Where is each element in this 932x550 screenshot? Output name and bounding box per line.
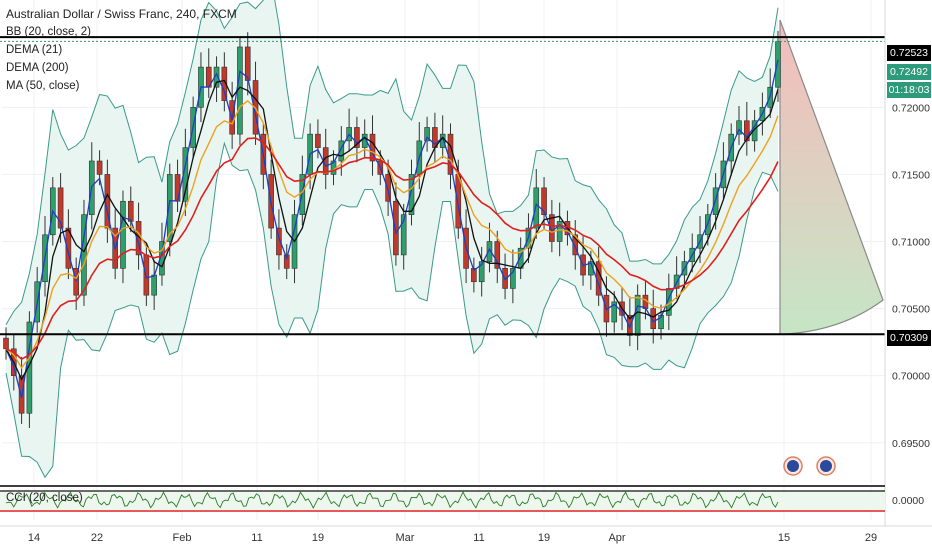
- indicator-dema-21[interactable]: DEMA (21): [6, 44, 63, 56]
- candle-body: [159, 241, 165, 276]
- candle-body: [221, 66, 228, 101]
- date-tick-label: 11: [251, 532, 262, 544]
- chart-legend: Australian Dollar / Swiss Franc, 240, FX…: [6, 5, 237, 95]
- candle-body: [151, 274, 157, 296]
- cci-legend[interactable]: CCI (20, close): [6, 492, 83, 504]
- date-tick-label: Apr: [608, 532, 625, 544]
- price-tick-label: 0.72000: [892, 102, 930, 114]
- candle-body: [65, 227, 72, 269]
- ma-50-line: [5, 100, 779, 370]
- indicator-lines: [5, 59, 779, 398]
- candle-body: [400, 214, 407, 256]
- forecast-cone: [779, 19, 884, 335]
- cci-line: [5, 491, 779, 509]
- price-axis: 0.72000 0.71500 0.71000 0.70500 0.70000 0.695…: [884, 0, 930, 526]
- flag-australia-icon: [787, 460, 799, 472]
- candle-body: [57, 187, 64, 229]
- indicator-bb[interactable]: BB (20, close, 2): [6, 26, 92, 38]
- event-markers: [783, 456, 836, 476]
- bollinger-lower: [5, 141, 779, 479]
- bollinger-fill: [6, 0, 778, 478]
- candle-body: [471, 268, 477, 283]
- date-tick-label: 11: [473, 532, 484, 544]
- price-tick-label: 0.71500: [892, 169, 930, 181]
- candle-body: [393, 200, 399, 256]
- candle-body: [486, 241, 493, 262]
- candle-body: [276, 227, 282, 256]
- candle-body: [73, 268, 79, 296]
- candle-body: [634, 294, 641, 336]
- bollinger-bands: [5, 0, 779, 479]
- chart-title: Australian Dollar / Swiss Franc, 240, FX…: [6, 7, 237, 21]
- candle-body: [627, 314, 633, 336]
- price-tick-label: 0.71000: [892, 237, 930, 249]
- date-tick-label: 19: [538, 532, 550, 544]
- indicator-ma-50[interactable]: MA (50, close): [6, 80, 80, 92]
- candle-body: [510, 268, 516, 289]
- date-tick-label: 19: [312, 532, 324, 544]
- candle-body: [283, 254, 290, 269]
- countdown-tag: 01:18:03: [887, 82, 931, 98]
- candle-body: [385, 174, 391, 202]
- forecast-cone-shape: [779, 19, 884, 335]
- candle-body: [120, 200, 126, 269]
- candle-body: [650, 308, 657, 330]
- date-axis: 14 22 Feb 11 19 Mar 11 19 Apr 15 29: [0, 525, 932, 544]
- candle-body: [439, 133, 446, 148]
- indicator-dema-200[interactable]: DEMA (200): [6, 62, 69, 74]
- candle-body: [541, 187, 547, 215]
- candle-body: [174, 174, 181, 202]
- support-price-tag: 0.70309: [887, 330, 931, 346]
- date-tick-label: Mar: [396, 532, 415, 544]
- date-tick-label: 22: [91, 532, 103, 544]
- resistance-price-tag: 0.72523: [887, 45, 931, 61]
- horizontal-levels: [0, 36, 885, 336]
- candle-body: [424, 127, 430, 142]
- candle-body: [166, 174, 173, 242]
- cci-band: [0, 492, 885, 510]
- candle-body: [338, 140, 345, 162]
- candle-body: [96, 160, 103, 175]
- candle-body: [408, 174, 415, 215]
- candle-body: [354, 127, 360, 148]
- date-tick-label: Feb: [173, 532, 192, 544]
- date-tick-label: 29: [865, 532, 877, 544]
- date-tick-label: 14: [28, 532, 40, 544]
- price-tick-label: 0.70000: [892, 371, 930, 383]
- price-tick-label: 0.70500: [892, 304, 930, 316]
- candle-body: [315, 133, 321, 148]
- candle-body: [478, 261, 485, 283]
- candle-body: [572, 234, 579, 256]
- candle-body: [736, 120, 742, 135]
- candle-body: [556, 221, 563, 242]
- last-price-tag: 0.72492: [887, 64, 931, 80]
- dema-200-line: [5, 137, 779, 361]
- candle-body: [775, 41, 781, 88]
- candle-body: [549, 214, 555, 242]
- candle-body: [658, 314, 664, 330]
- candle-body: [744, 120, 750, 142]
- candle-body: [455, 174, 462, 229]
- candle-body: [127, 200, 134, 222]
- cci-panel: 0.0000: [0, 485, 924, 512]
- candle-body: [3, 337, 9, 350]
- cci-tick-label: 0.0000: [892, 495, 924, 507]
- date-tick-label: 15: [778, 532, 790, 544]
- candle-body: [611, 301, 618, 323]
- ma-line: [5, 79, 779, 381]
- candle-body: [237, 46, 243, 135]
- candle-body: [533, 187, 540, 229]
- bollinger-upper: [5, 0, 779, 325]
- flag-australia-icon: [820, 460, 832, 472]
- candle-body: [494, 241, 501, 269]
- price-tick-label: 0.69500: [892, 438, 930, 450]
- candle-body: [252, 80, 259, 135]
